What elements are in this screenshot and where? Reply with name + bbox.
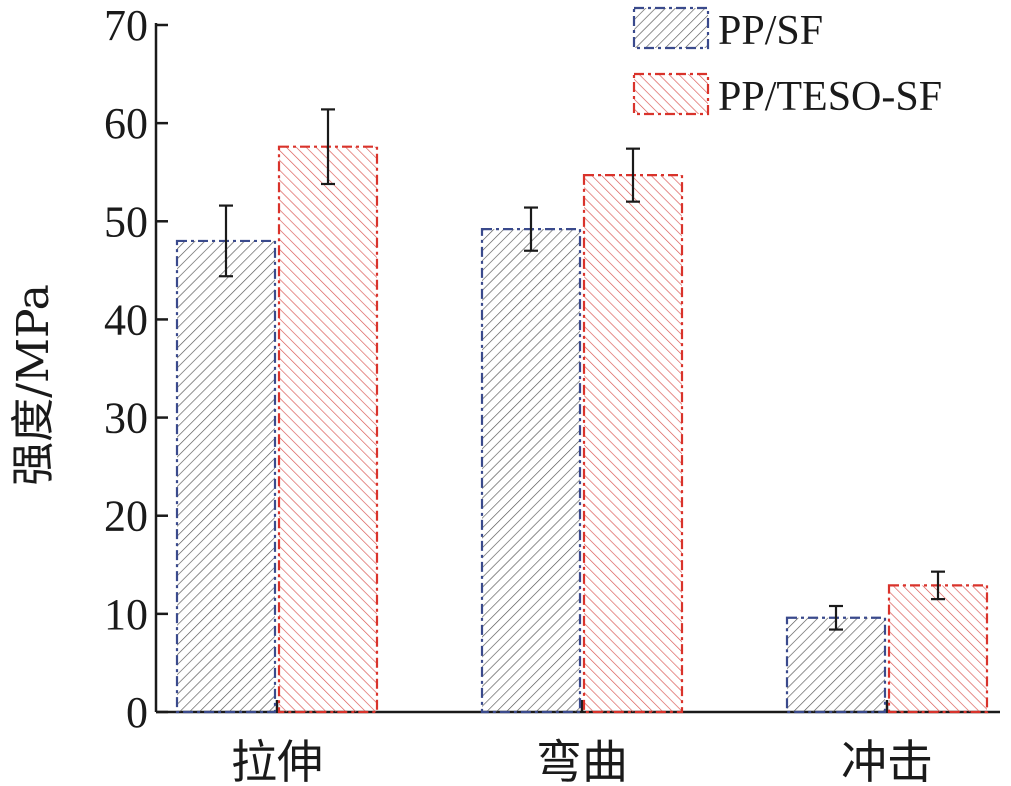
y-tick-label: 30 bbox=[104, 394, 148, 443]
legend-swatch-pp-teso-sf bbox=[632, 72, 710, 116]
legend: PP/SF PP/TESO-SF bbox=[632, 6, 942, 120]
bars bbox=[175, 145, 989, 714]
bar-pp-teso-sf-2 bbox=[887, 584, 989, 714]
bar-pp-teso-sf-1 bbox=[582, 174, 684, 714]
y-tick-label: 40 bbox=[104, 295, 148, 344]
category-label: 冲击 bbox=[841, 735, 933, 786]
category-label: 拉伸 bbox=[231, 735, 323, 786]
bar-pp-sf-0 bbox=[175, 239, 277, 714]
y-tick-label: 60 bbox=[104, 99, 148, 148]
y-axis-label: 强度/MPa bbox=[8, 284, 59, 486]
bar-pp-sf-1 bbox=[480, 228, 582, 714]
legend-label-pp-sf: PP/SF bbox=[718, 8, 823, 54]
category-label: 弯曲 bbox=[536, 735, 628, 786]
y-tick-label: 50 bbox=[104, 197, 148, 246]
y-tick-label: 70 bbox=[104, 1, 148, 50]
bar-pp-teso-sf-0 bbox=[277, 145, 379, 714]
error-bars bbox=[219, 108, 945, 631]
y-tick-label: 0 bbox=[126, 688, 148, 737]
bar-pp-sf-2 bbox=[785, 616, 887, 714]
axes: 0 10 20 30 40 50 60 70 bbox=[104, 1, 1000, 737]
y-tick-label: 20 bbox=[104, 492, 148, 541]
y-tick-label: 10 bbox=[104, 590, 148, 639]
legend-label-pp-teso-sf: PP/TESO-SF bbox=[718, 74, 942, 120]
category-labels: 拉伸 弯曲 冲击 bbox=[231, 735, 933, 786]
legend-swatch-pp-sf bbox=[632, 6, 710, 50]
